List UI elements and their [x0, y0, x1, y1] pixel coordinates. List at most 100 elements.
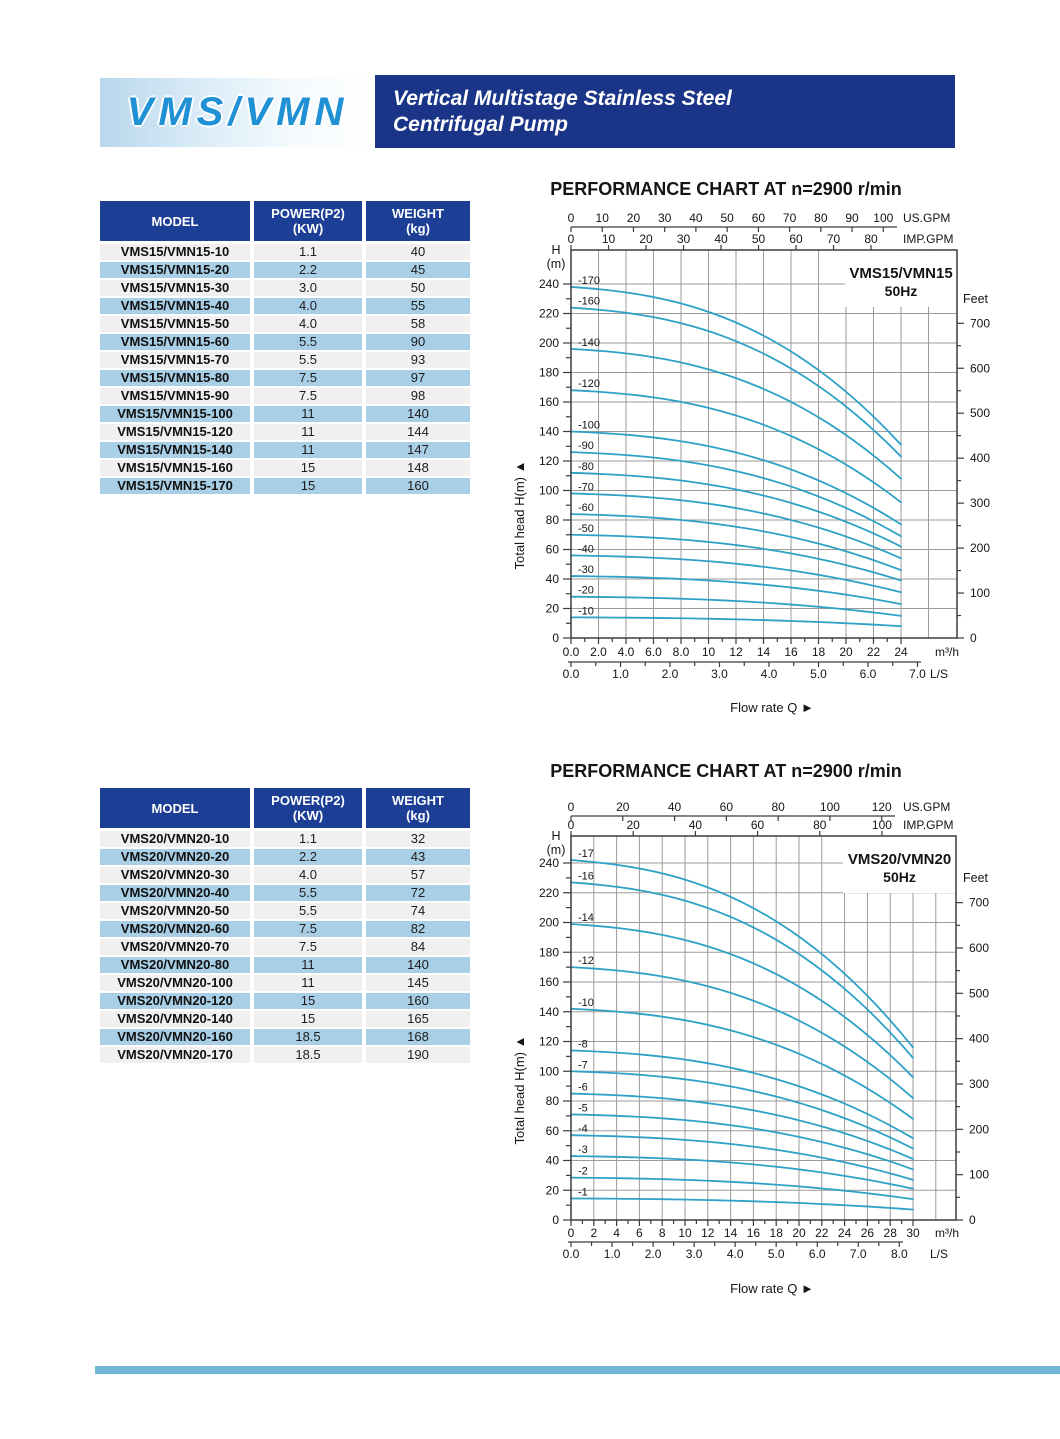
pump-curve-stage-1 — [570, 1197, 914, 1211]
pump-curve-stage-4 — [570, 1134, 914, 1181]
svg-text:60: 60 — [546, 543, 560, 557]
weight-cell: 93 — [362, 352, 470, 370]
pump-curve-stage-10 — [570, 616, 902, 628]
svg-text:120: 120 — [539, 1035, 559, 1049]
us-gpm-axis — [570, 815, 895, 821]
weight-cell: 57 — [362, 867, 470, 885]
pump-curve-stage-2 — [570, 1176, 914, 1201]
m3h-unit: m³/h — [935, 645, 959, 659]
feet-tick-labels: 0 100 200 300 400 500 600 700 — [969, 896, 989, 1227]
svg-text:10: 10 — [702, 645, 716, 659]
power-cell: 15 — [250, 460, 362, 478]
ls-axis — [568, 1241, 903, 1247]
m3h-axis — [570, 638, 902, 644]
weight-cell: 190 — [362, 1047, 470, 1065]
table-row: VMS20/VMN20-140 15 165 — [100, 1011, 470, 1029]
table-row: VMS15/VMN15-80 7.5 97 — [100, 370, 470, 388]
svg-text:200: 200 — [970, 541, 990, 555]
svg-text:5.0: 5.0 — [810, 667, 827, 681]
power-cell: 2.2 — [250, 849, 362, 867]
svg-text:70: 70 — [783, 211, 797, 225]
model-cell: VMS20/VMN20-30 — [100, 867, 250, 885]
power-cell: 15 — [250, 478, 362, 496]
model-cell: VMS20/VMN20-80 — [100, 957, 250, 975]
chart-title: PERFORMANCE CHART AT n=2900 r/min — [550, 179, 902, 199]
ls-unit: L/S — [930, 667, 948, 681]
model-cell: VMS15/VMN15-10 — [100, 244, 250, 262]
pump-curve-stage-100 — [570, 430, 902, 526]
pump-curve-stage-120 — [570, 389, 902, 504]
pump-curve-stage-40 — [570, 554, 902, 594]
svg-text:160: 160 — [539, 395, 559, 409]
svg-text:0: 0 — [552, 631, 559, 645]
svg-text:7.0: 7.0 — [850, 1247, 867, 1261]
model-cell: VMS20/VMN20-140 — [100, 1011, 250, 1029]
svg-text:0: 0 — [969, 1213, 976, 1227]
model-cell: VMS20/VMN20-100 — [100, 975, 250, 993]
pump-curves — [570, 286, 902, 628]
table-header-row: MODEL POWER(P2) (KW) WEIGHT (kg) — [100, 788, 470, 831]
x-axis-label: Flow rate Q ► — [730, 700, 814, 715]
power-cell: 5.5 — [250, 885, 362, 903]
svg-text:-50: -50 — [578, 523, 594, 535]
svg-text:300: 300 — [970, 496, 990, 510]
weight-cell: 168 — [362, 1029, 470, 1047]
table-row: VMS15/VMN15-140 11 147 — [100, 442, 470, 460]
curve-labels: -170 -160 -140 -120 -100 -90 -80 -70 -60 -50 -40 -3… — [578, 275, 600, 617]
svg-text:1.0: 1.0 — [604, 1247, 621, 1261]
svg-text:100: 100 — [820, 800, 840, 814]
pump-curve-stage-7 — [570, 1070, 914, 1150]
column-header: MODEL — [100, 201, 250, 244]
svg-text:12: 12 — [729, 645, 743, 659]
svg-text:10: 10 — [596, 211, 610, 225]
svg-text:140: 140 — [539, 425, 559, 439]
svg-text:7.0: 7.0 — [909, 667, 926, 681]
svg-text:0: 0 — [552, 1213, 559, 1227]
svg-text:600: 600 — [969, 941, 989, 955]
plot-border — [570, 835, 957, 1221]
svg-text:2: 2 — [590, 1226, 597, 1240]
pump-curve-stage-170 — [570, 286, 902, 446]
table-row: VMS20/VMN20-170 18.5 190 — [100, 1047, 470, 1065]
svg-text:50: 50 — [752, 232, 766, 246]
svg-text:100: 100 — [539, 484, 559, 498]
us-gpm-tick-labels: 0 10 20 30 40 50 60 70 80 90 100 — [568, 211, 894, 225]
chart-title: PERFORMANCE CHART AT n=2900 r/min — [550, 761, 902, 781]
table-header-row: MODEL POWER(P2) (KW) WEIGHT (kg) — [100, 201, 470, 244]
table-row: VMS20/VMN20-10 1.1 32 — [100, 831, 470, 849]
svg-text:500: 500 — [970, 406, 990, 420]
table-row: VMS20/VMN20-160 18.5 168 — [100, 1029, 470, 1047]
logo-text: VMS/VMN — [126, 90, 349, 134]
svg-text:-60: -60 — [578, 502, 594, 514]
svg-text:12: 12 — [701, 1226, 715, 1240]
weight-cell: 45 — [362, 262, 470, 280]
model-cell: VMS20/VMN20-20 — [100, 849, 250, 867]
svg-text:0.0: 0.0 — [563, 667, 580, 681]
svg-text:0.0: 0.0 — [563, 1247, 580, 1261]
m3h-tick-labels: 0.0 2.0 4.0 6.0 8.0 10 12 14 16 18 20 22 24 — [563, 645, 908, 659]
power-cell: 2.2 — [250, 262, 362, 280]
weight-cell: 165 — [362, 1011, 470, 1029]
model-cell: VMS15/VMN15-30 — [100, 280, 250, 298]
weight-cell: 98 — [362, 388, 470, 406]
svg-text:140: 140 — [539, 1005, 559, 1019]
svg-text:20: 20 — [627, 818, 641, 832]
svg-text:300: 300 — [969, 1077, 989, 1091]
table-row: VMS15/VMN15-10 1.1 40 — [100, 244, 470, 262]
frequency-label: 50Hz — [883, 869, 916, 885]
svg-text:-7: -7 — [578, 1059, 588, 1071]
model-cell: VMS20/VMN20-170 — [100, 1047, 250, 1065]
page-title-line1: Vertical Multistage Stainless Steel — [393, 86, 732, 110]
svg-text:6.0: 6.0 — [809, 1247, 826, 1261]
svg-text:100: 100 — [873, 211, 893, 225]
svg-text:16: 16 — [784, 645, 798, 659]
svg-text:-10: -10 — [578, 605, 594, 617]
grid — [571, 250, 957, 638]
svg-text:-100: -100 — [578, 420, 600, 432]
power-cell: 5.5 — [250, 334, 362, 352]
svg-text:-16: -16 — [578, 870, 594, 882]
table-row: VMS20/VMN20-100 11 145 — [100, 975, 470, 993]
svg-text:22: 22 — [815, 1226, 829, 1240]
weight-cell: 160 — [362, 478, 470, 496]
pump-curve-stage-3 — [570, 1155, 914, 1190]
